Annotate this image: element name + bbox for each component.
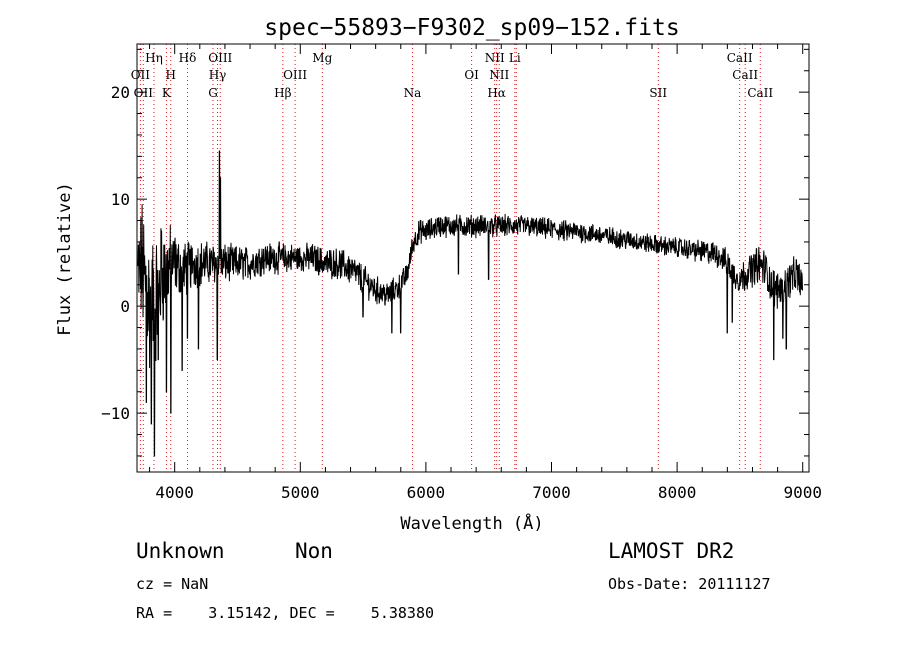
line-marker-label: H [166,68,176,82]
classification-label: Unknown [136,539,225,563]
survey-label: LAMOST DR2 [608,539,735,563]
line-marker-label: OIII [283,68,307,82]
spectrum-line [137,150,803,457]
line-marker-label: CaII [732,68,758,82]
line-marker-label: OII [131,68,151,82]
line-marker-label: NII [489,68,509,82]
line-marker-label: NII [485,51,505,65]
line-marker-label: Na [404,86,422,100]
line-marker-label: G [208,86,218,100]
x-axis-label: Wavelength (Å) [400,512,543,534]
line-marker-label: Mg [312,51,332,65]
line-marker-label: OI [464,68,479,82]
x-tick-label: 4000 [155,483,194,502]
line-marker-label: CaII [727,51,753,65]
line-marker-label: Hη [145,51,163,65]
y-axis-label: Flux (relative) [55,182,75,336]
subclass-label: Non [295,539,333,563]
line-marker-label: K [162,86,172,100]
x-tick-label: 9000 [783,483,822,502]
x-tick-label: 5000 [281,483,320,502]
line-marker-label: Li [509,51,521,65]
redshift-readout: cz = NaN [136,575,209,593]
line-marker-label: OIII [208,51,232,65]
y-tick-label: 20 [111,83,130,102]
y-tick-label: −10 [101,404,130,423]
line-marker-label: Hα [487,86,506,100]
x-tick-label: 7000 [532,483,571,502]
obs-date-readout: Obs-Date: 20111127 [608,575,771,593]
line-marker-label: Hβ [274,86,291,100]
y-axis: −10 0 10 20 [101,48,809,457]
line-marker-label: SII [649,86,667,100]
y-tick-label: 0 [120,297,130,316]
coordinates-readout: RA = 3.15142, DEC = 5.38380 [136,604,435,622]
plot-frame [136,43,810,473]
x-tick-label: 6000 [407,483,446,502]
x-axis: 4000 5000 6000 7000 8000 9000 [149,44,822,502]
x-tick-label: 8000 [658,483,697,502]
line-marker-label: CaII [747,86,773,100]
line-marker-label: Hγ [209,68,227,82]
y-tick-label: 10 [111,190,130,209]
line-marker-label: OII [134,86,154,100]
line-marker-label: Hδ [179,51,197,65]
chart-title: spec−55893−F9302_sp09−152.fits [264,15,679,41]
